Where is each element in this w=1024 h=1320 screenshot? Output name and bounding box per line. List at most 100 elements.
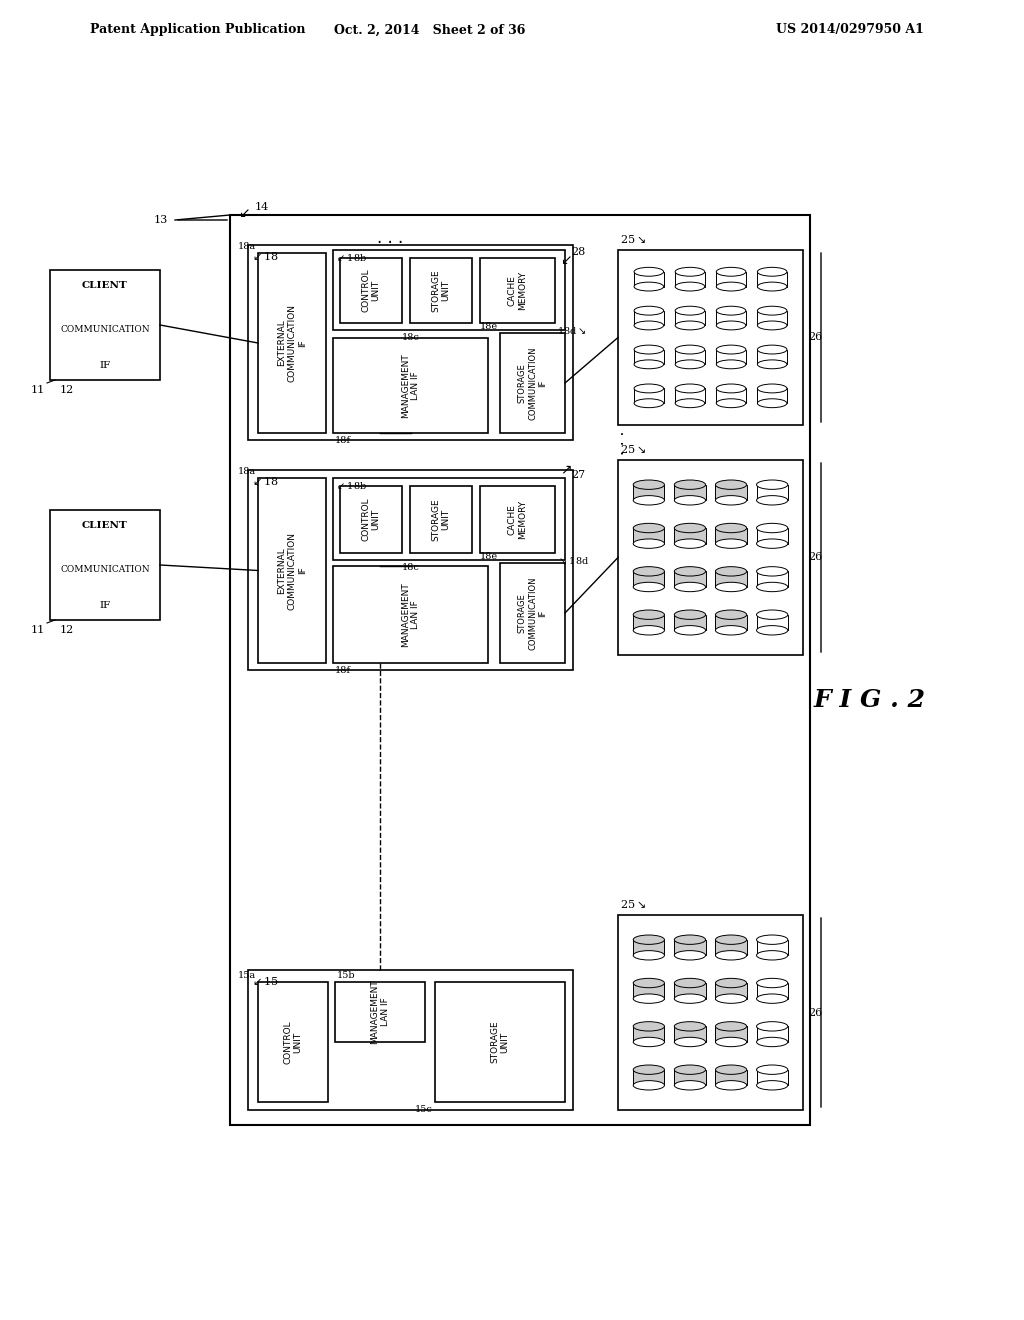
Ellipse shape [633,1038,665,1047]
Ellipse shape [716,610,746,619]
FancyBboxPatch shape [435,982,565,1102]
Ellipse shape [716,582,746,591]
FancyBboxPatch shape [333,566,488,663]
Ellipse shape [716,539,746,548]
Text: MANAGEMENT
LAN IF: MANAGEMENT LAN IF [371,979,390,1044]
FancyBboxPatch shape [757,940,787,956]
FancyBboxPatch shape [248,246,573,440]
Ellipse shape [757,626,787,635]
FancyBboxPatch shape [633,484,665,500]
Ellipse shape [675,626,706,635]
Ellipse shape [633,950,665,960]
FancyBboxPatch shape [50,510,160,620]
Text: 26: 26 [808,553,822,562]
Ellipse shape [758,399,787,408]
FancyBboxPatch shape [716,1069,746,1085]
Ellipse shape [716,1038,746,1047]
Ellipse shape [716,994,746,1003]
FancyBboxPatch shape [757,1069,787,1085]
Text: 12: 12 [60,624,75,635]
Ellipse shape [716,480,746,490]
Ellipse shape [634,268,664,276]
Ellipse shape [758,360,787,368]
Ellipse shape [675,935,706,944]
FancyBboxPatch shape [633,1027,665,1041]
FancyBboxPatch shape [258,478,326,663]
Text: 12: 12 [60,385,75,395]
Ellipse shape [716,978,746,987]
Ellipse shape [716,1081,746,1090]
Ellipse shape [633,539,665,548]
FancyBboxPatch shape [633,983,665,999]
Ellipse shape [634,384,664,393]
Text: CACHE
MEMORY: CACHE MEMORY [508,500,527,539]
Text: IF: IF [99,601,111,610]
Ellipse shape [675,399,705,408]
Text: EXTERNAL
COMMUNICATION
IF: EXTERNAL COMMUNICATION IF [278,304,307,381]
Text: 15b: 15b [337,972,355,979]
Text: STORAGE
UNIT: STORAGE UNIT [431,498,451,541]
Ellipse shape [758,282,787,290]
Text: 18e: 18e [480,322,498,331]
FancyBboxPatch shape [757,615,787,631]
Ellipse shape [633,582,665,591]
Ellipse shape [716,495,746,506]
FancyBboxPatch shape [757,983,787,999]
Text: Patent Application Publication: Patent Application Publication [90,24,305,37]
Ellipse shape [675,480,706,490]
Ellipse shape [716,950,746,960]
Text: 15a: 15a [238,972,256,979]
Ellipse shape [757,523,787,533]
Ellipse shape [757,1022,787,1031]
Ellipse shape [716,399,745,408]
FancyBboxPatch shape [634,388,664,403]
FancyBboxPatch shape [618,249,803,425]
Ellipse shape [757,582,787,591]
Ellipse shape [675,384,705,393]
Ellipse shape [675,282,705,290]
Ellipse shape [716,321,745,330]
Ellipse shape [675,306,705,315]
FancyBboxPatch shape [716,940,746,956]
Text: 28: 28 [571,247,586,257]
Text: . . .: . . . [377,228,403,247]
Ellipse shape [633,935,665,944]
Text: 26: 26 [808,333,822,342]
FancyBboxPatch shape [716,388,745,403]
Ellipse shape [633,610,665,619]
Ellipse shape [716,268,745,276]
FancyBboxPatch shape [675,350,705,364]
FancyBboxPatch shape [248,470,573,671]
Ellipse shape [634,321,664,330]
Ellipse shape [757,539,787,548]
FancyBboxPatch shape [675,983,706,999]
Ellipse shape [757,1081,787,1090]
Text: 18c: 18c [401,564,419,572]
Text: 26: 26 [808,1007,822,1018]
Ellipse shape [716,1065,746,1074]
FancyBboxPatch shape [248,970,573,1110]
Ellipse shape [757,1038,787,1047]
FancyBboxPatch shape [675,572,706,587]
Text: 18d$\searrow$: 18d$\searrow$ [557,325,587,337]
FancyBboxPatch shape [675,484,706,500]
Ellipse shape [634,345,664,354]
FancyBboxPatch shape [333,338,488,433]
Ellipse shape [633,1022,665,1031]
Text: $\swarrow$18: $\swarrow$18 [250,249,280,261]
Ellipse shape [716,306,745,315]
Ellipse shape [634,360,664,368]
Text: CONTROL
UNIT: CONTROL UNIT [284,1020,303,1064]
Ellipse shape [758,321,787,330]
Ellipse shape [675,1065,706,1074]
Ellipse shape [675,268,705,276]
FancyBboxPatch shape [633,1069,665,1085]
FancyBboxPatch shape [675,528,706,544]
FancyBboxPatch shape [675,1027,706,1041]
FancyBboxPatch shape [230,215,810,1125]
Text: F I G . 2: F I G . 2 [814,688,926,711]
Ellipse shape [634,306,664,315]
FancyBboxPatch shape [675,940,706,956]
Ellipse shape [758,384,787,393]
FancyBboxPatch shape [618,915,803,1110]
